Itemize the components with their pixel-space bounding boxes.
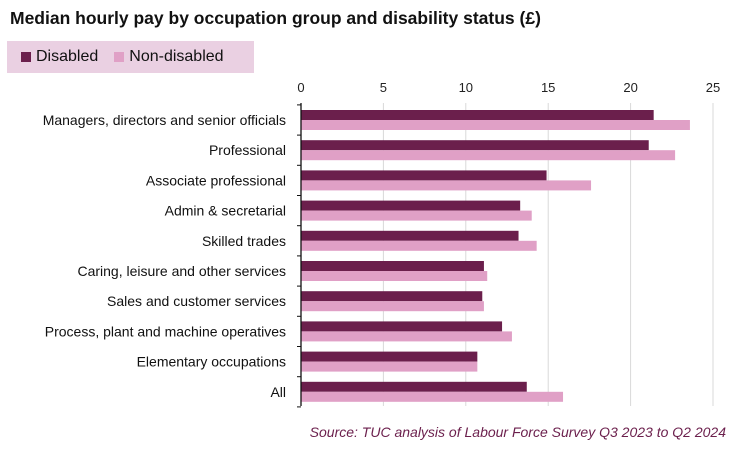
x-tick-label: 10 [459,80,473,95]
bar-disabled [301,170,547,181]
x-tick-label: 20 [623,80,637,95]
bar-disabled [301,321,503,332]
category-label: Professional [209,142,286,158]
category-label: All [270,384,286,400]
bar-non-disabled [301,180,592,191]
bar-non-disabled [301,120,690,130]
legend-label-non-disabled: Non-disabled [129,48,224,65]
legend-item-disabled: Disabled [21,48,98,66]
bar-non-disabled [301,271,488,281]
chart-title: Median hourly pay by occupation group an… [10,8,541,28]
bar-non-disabled [301,210,532,221]
x-tick-label: 25 [706,80,720,95]
chart-legend: Disabled Non-disabled [7,41,254,73]
bar-disabled [301,261,484,271]
x-tick-label: 15 [541,80,555,95]
bar-disabled [301,110,654,120]
bar-non-disabled [301,301,484,312]
bar-non-disabled [301,331,512,342]
bar-disabled [301,351,478,362]
bar-non-disabled [301,150,676,161]
x-tick-label: 0 [297,80,304,95]
legend-item-non-disabled: Non-disabled [114,48,224,66]
category-label: Process, plant and machine operatives [45,323,286,339]
x-tick-label: 5 [380,80,387,95]
bar-disabled [301,381,527,392]
legend-label-disabled: Disabled [36,48,99,65]
category-label: Caring, leisure and other services [77,263,286,279]
category-label: Managers, directors and senior officials [43,112,286,128]
bar-disabled [301,291,483,302]
legend-swatch-disabled [21,52,31,62]
bar-non-disabled [301,240,537,251]
bar-non-disabled [301,391,564,402]
category-label: Skilled trades [202,233,286,249]
bar-disabled [301,140,649,151]
category-label: Sales and customer services [107,293,286,309]
bar-disabled [301,200,521,211]
source-note: Source: TUC analysis of Labour Force Sur… [309,424,726,440]
category-label: Elementary occupations [137,354,286,370]
legend-swatch-non-disabled [114,52,125,62]
bar-disabled [301,230,519,241]
category-label: Admin & secretarial [165,203,286,219]
bar-non-disabled [301,361,478,372]
category-label: Associate professional [146,172,286,188]
